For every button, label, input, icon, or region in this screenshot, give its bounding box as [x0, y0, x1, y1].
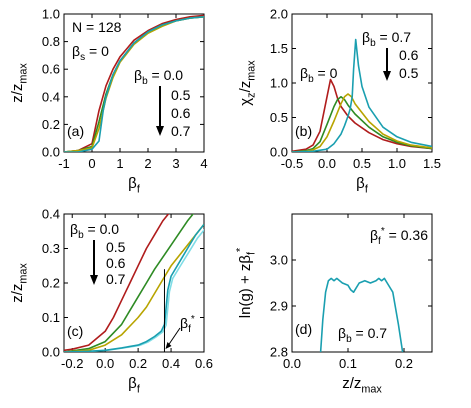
y-tick-label: 0.2 [42, 117, 60, 132]
y-tick-label: 0.0 [42, 345, 60, 360]
annotation-b-value: 0.5 [399, 65, 419, 81]
x-tick-label: 0.0 [283, 356, 301, 371]
y-axis-label: ln(g) + zβf* [235, 247, 258, 318]
x-tick-label: 1 [116, 156, 123, 171]
annotation-b-value: 0.6 [399, 47, 419, 63]
x-tick-label: 0.1 [339, 356, 357, 371]
annotation-b-value: 0.6 [106, 255, 126, 271]
annotation-beta-b-top: βb = 0.7 [362, 29, 411, 49]
series-group [64, 14, 204, 152]
x-tick-label: 0.2 [129, 356, 147, 371]
series-line-0.7 [319, 277, 404, 352]
annotation-b-value: 0.6 [171, 105, 191, 121]
x-axis-label: βf [128, 375, 141, 396]
y-tick-label: 0.1 [42, 310, 60, 325]
series-line-0.7-light [65, 228, 204, 352]
x-tick-label: 0.0 [96, 356, 114, 371]
y-tick-label: 0.6 [42, 62, 60, 77]
y-tick-label: 0.2 [42, 276, 60, 291]
annotation-beta-b: βb = 0.0 [70, 221, 119, 241]
panel-label: (b) [295, 123, 312, 139]
beta-star-pointer-head [165, 342, 172, 349]
y-tick-label: 0.0 [42, 145, 60, 160]
panel-a: -1 0 1 2 3 4 0.0 0.2 0.4 0.6 0.8 1.0 βf z/zmax (a) N = … [9, 7, 208, 196]
series-line-0.7 [64, 16, 204, 152]
annotation-beta-b: βb = 0.7 [338, 325, 387, 345]
series-line-0.0 [64, 214, 170, 352]
series-line-0.7 [292, 38, 432, 152]
x-tick-label: 2 [144, 156, 151, 171]
y-tick-label: 2.0 [270, 7, 288, 22]
y-tick-label: 0.8 [42, 34, 60, 49]
x-tick-label: 0.4 [162, 356, 180, 371]
x-tick-label: 0.5 [353, 156, 371, 171]
series-line-0.6 [292, 93, 432, 152]
y-tick-label: 3.0 [270, 253, 288, 268]
y-tick-label: 0.3 [42, 241, 60, 256]
x-tick-label: 0.2 [395, 356, 413, 371]
annotation-b-value: 0.5 [171, 87, 191, 103]
x-tick-label: 3 [172, 156, 179, 171]
annotation-b-value: 0.7 [171, 123, 191, 139]
y-tick-label: 1.0 [270, 76, 288, 91]
series-group [64, 214, 204, 352]
axes-frame [291, 213, 433, 353]
annotation-beta-b-zero: βb = 0 [300, 65, 338, 85]
arrow-head [90, 275, 98, 285]
annotation-beta-b: βb = 0.0 [134, 67, 183, 87]
arrow-head [156, 126, 164, 136]
y-tick-label: 0.5 [270, 110, 288, 125]
x-tick-label: 0 [88, 156, 95, 171]
x-tick-label: -0.5 [281, 156, 303, 171]
series-line-0.5 [292, 96, 432, 152]
annotation-beta-star: βf* = 0.36 [370, 226, 428, 247]
series-group [292, 38, 432, 152]
series-group [319, 277, 404, 352]
panel-label: (c) [67, 323, 83, 339]
y-tick-label: 2.8 [270, 345, 288, 360]
y-tick-label: 1.5 [270, 41, 288, 56]
series-line-0.5 [64, 214, 195, 352]
panel-label: (d) [295, 321, 312, 337]
y-tick-label: 0.4 [42, 89, 60, 104]
arrow-head [383, 71, 391, 81]
y-axis-label: z/zmax [9, 63, 30, 103]
panel-d: 0.0 0.1 0.2 2.8 2.9 3.0 z/zmax ln(g) + zβf* (d) β… [235, 213, 433, 396]
y-tick-label: 1.0 [42, 7, 60, 22]
panel-c: -0.2 0.0 0.2 0.4 0.60.00.10.20.30.4βfz/zmax(… [9, 207, 213, 396]
x-tick-label: 0.6 [195, 356, 213, 371]
axes-frame [63, 13, 205, 153]
x-tick-label: -0.2 [61, 356, 83, 371]
series-line-0.6 [64, 223, 204, 352]
annotation-b-value: 0.5 [106, 239, 126, 255]
panel-label: (a) [67, 123, 84, 139]
y-tick-label: 0.4 [42, 207, 60, 222]
panel-b: -0.5 0.0 0.5 1.0 1.50.00.51.01.52.0βfχz/zmax… [237, 7, 441, 196]
x-axis-label: βf [356, 175, 369, 196]
x-axis-label: z/zmax [342, 375, 382, 396]
y-axis-label: χz/zmax [237, 60, 258, 106]
y-tick-label: 0.0 [270, 145, 288, 160]
series-line-0 [292, 78, 432, 152]
x-tick-label: -1 [58, 156, 70, 171]
annotation-beta-s: βs = 0 [72, 43, 109, 63]
y-axis-label: z/zmax [9, 263, 30, 303]
annotation-b-value: 0.7 [106, 271, 126, 287]
x-tick-label: 0.0 [318, 156, 336, 171]
y-tick-label: 2.9 [270, 299, 288, 314]
series-line-0.7 [64, 223, 204, 352]
x-tick-label: 1.0 [388, 156, 406, 171]
x-axis-label: βf [128, 175, 141, 196]
x-tick-label: 4 [200, 156, 207, 171]
annotation-beta-star: βf* [180, 314, 195, 335]
x-tick-label: 1.5 [423, 156, 441, 171]
annotation-n: N = 128 [72, 19, 122, 35]
